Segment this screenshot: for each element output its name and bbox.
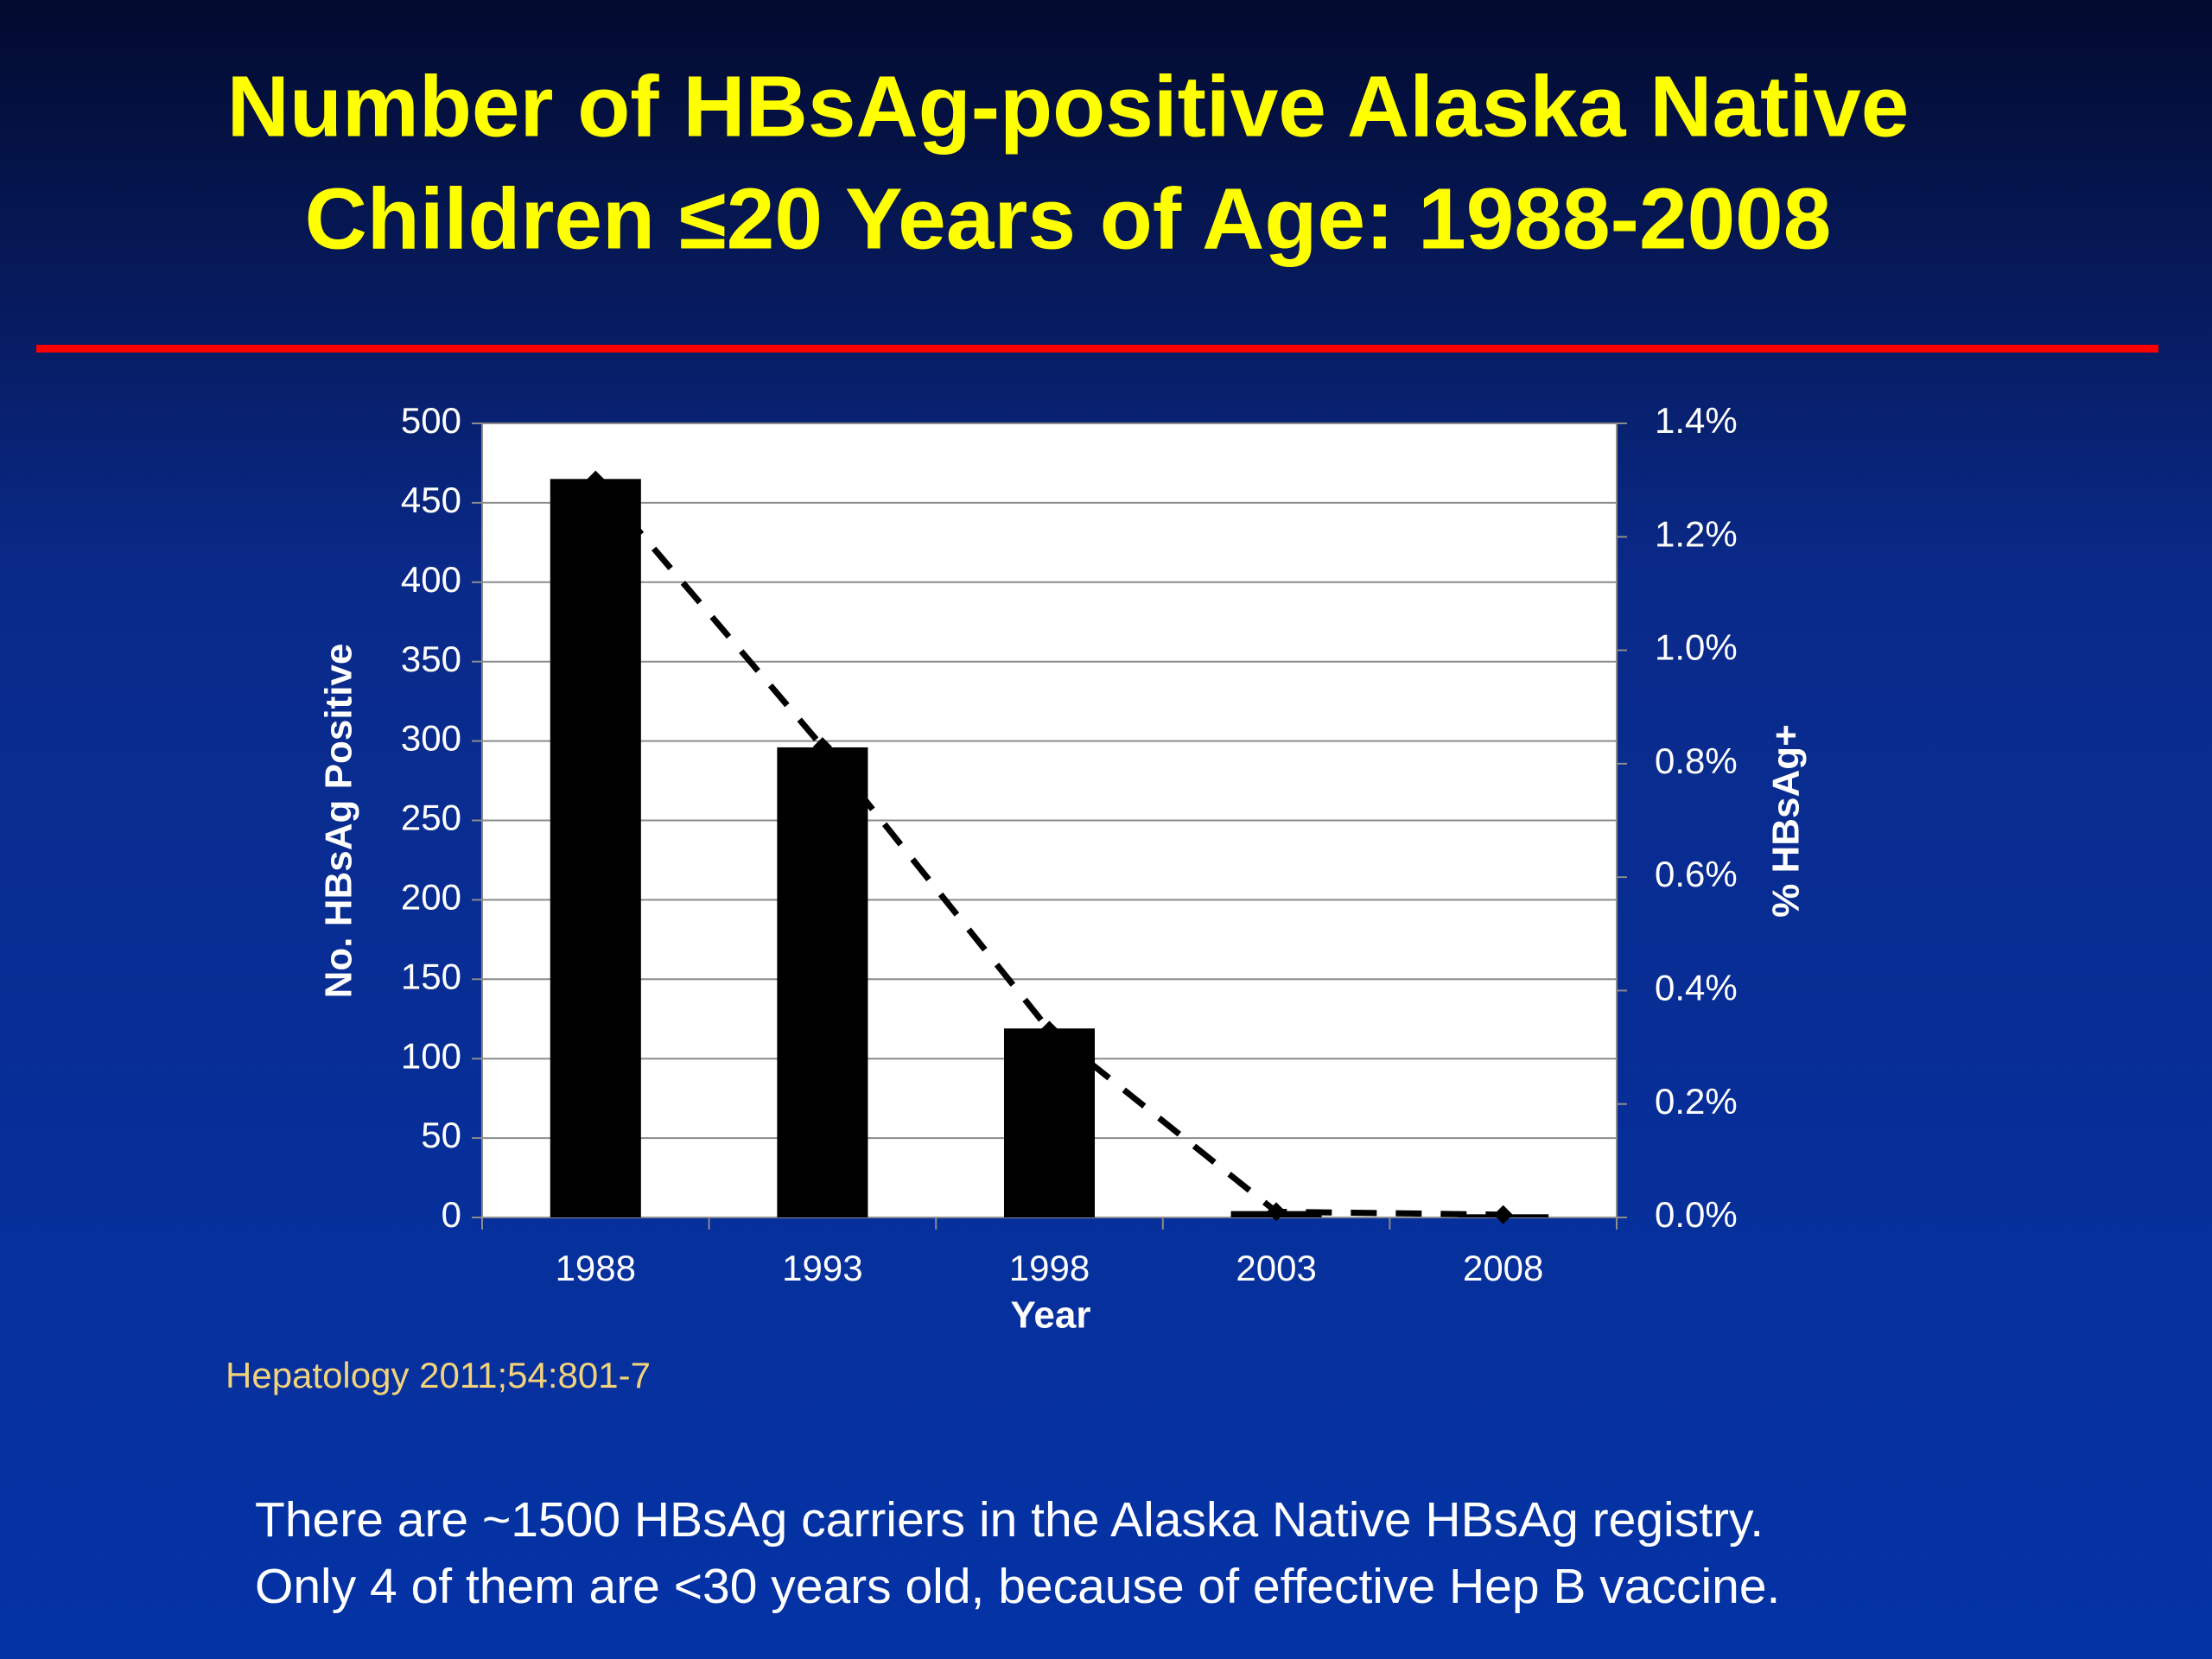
line-marker <box>1493 1205 1513 1224</box>
x-tick-label: 1998 <box>1009 1248 1090 1288</box>
y-tick-label: 350 <box>401 639 461 679</box>
y-tick-label: 300 <box>401 718 461 759</box>
x-tick-label: 1993 <box>782 1248 862 1288</box>
x-tick-label: 2003 <box>1236 1248 1316 1288</box>
x-tick-label: 2008 <box>1463 1248 1543 1288</box>
y-tick-label: 0 <box>442 1194 461 1235</box>
y-tick-label: 250 <box>401 798 461 838</box>
y2-tick-label: 1.0% <box>1655 627 1738 668</box>
x-tick-label: 1988 <box>556 1248 636 1288</box>
note-line: Only 4 of them are <30 years old, becaus… <box>255 1559 1780 1614</box>
y2-tick-label: 0.6% <box>1655 854 1738 894</box>
y2-tick-label: 0.2% <box>1655 1081 1738 1122</box>
bar <box>550 479 641 1217</box>
y2-tick-label: 0.0% <box>1655 1194 1738 1235</box>
line-marker <box>812 737 832 757</box>
y2-axis-title: % HBsAg+ <box>1765 724 1808 918</box>
y-axis-title: No. HBsAg Positive <box>318 644 360 999</box>
y-tick-label: 200 <box>401 876 461 917</box>
note-line: There are ~1500 HBsAg carriers in the Al… <box>255 1492 1764 1548</box>
plot: 0 50 100 150 200 250 300 350 400 450 500 0.0% 0.2% 0.… <box>401 400 1738 1288</box>
title-line: Children ≤20 Years of Age: 1988-2008 <box>305 170 1832 267</box>
bar <box>1003 1028 1096 1217</box>
y-tick-label: 450 <box>401 480 461 520</box>
y2-tick-label: 1.2% <box>1655 513 1738 554</box>
y2-tick-label: 0.4% <box>1655 968 1738 1008</box>
line-marker <box>1039 1020 1059 1040</box>
title-line: Number of HBsAg-positive Alaska Native <box>227 58 1910 155</box>
line-marker <box>586 470 606 490</box>
y-tick-label: 100 <box>401 1035 461 1076</box>
y-tick-label: 500 <box>401 400 461 441</box>
divider <box>36 345 2158 353</box>
line <box>593 478 1503 1218</box>
y2-tick-label: 0.8% <box>1655 741 1738 781</box>
x-axis-title: Year <box>1011 1294 1091 1337</box>
y-tick-label: 400 <box>401 559 461 600</box>
y2-tick-label: 1.4% <box>1655 400 1738 441</box>
y-tick-label: 50 <box>421 1115 461 1155</box>
y-tick-label: 150 <box>401 956 461 996</box>
line-marker <box>1267 1202 1287 1222</box>
bar <box>777 747 868 1217</box>
source: Hepatology 2011;54:801-7 <box>226 1355 651 1395</box>
